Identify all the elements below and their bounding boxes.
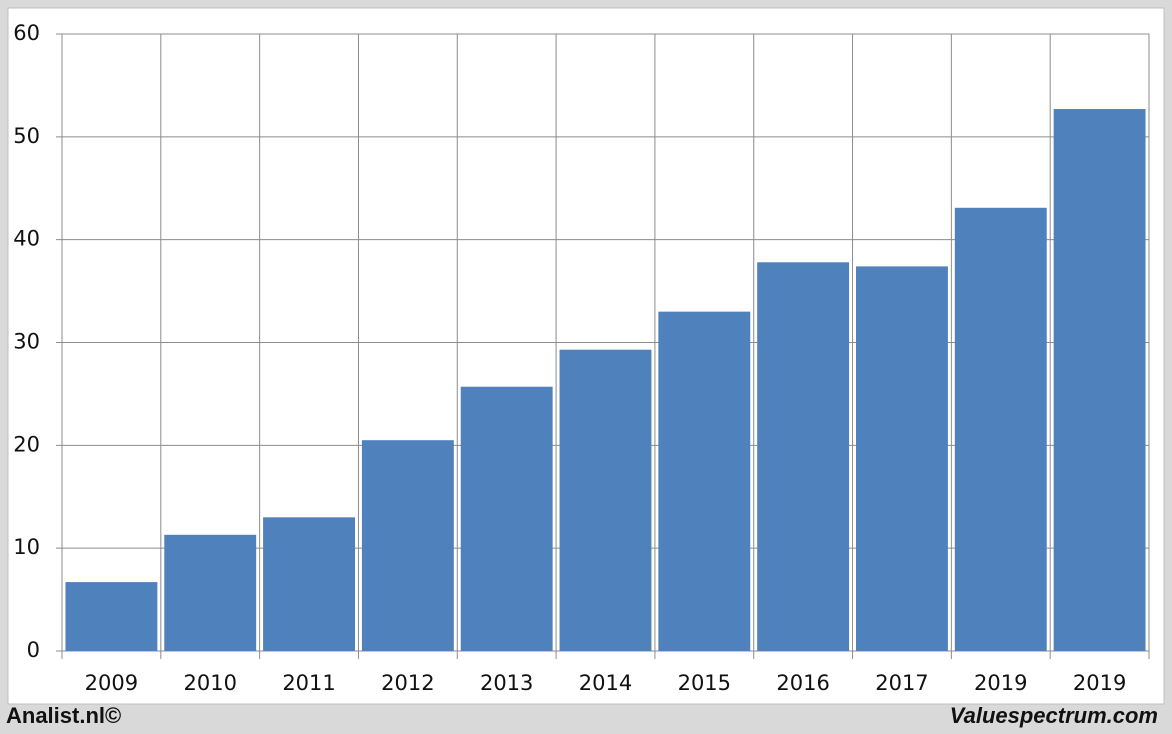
bar: [1053, 109, 1146, 651]
y-tick-label: 50: [13, 124, 40, 148]
footer-right: Valuespectrum.com: [950, 703, 1158, 728]
y-tick-label: 30: [13, 330, 40, 354]
bar: [263, 517, 355, 651]
x-tick-label: 2015: [678, 671, 731, 695]
x-tick-label: 2014: [579, 671, 632, 695]
bar: [658, 311, 751, 651]
x-tick-label: 2011: [282, 671, 335, 695]
x-tick-label: 2012: [381, 671, 434, 695]
x-tick-label: 2013: [480, 671, 533, 695]
x-tick-label: 2016: [776, 671, 829, 695]
bar: [361, 440, 454, 651]
bar: [164, 534, 257, 651]
footer-left: Analist.nl©: [6, 703, 121, 728]
bar: [856, 266, 948, 651]
x-tick-label: 2019: [974, 671, 1027, 695]
bar: [559, 349, 652, 651]
y-tick-label: 60: [13, 21, 40, 45]
x-tick-label: 2019: [1073, 671, 1126, 695]
x-tick-label: 2010: [184, 671, 237, 695]
y-tick-label: 40: [13, 227, 40, 251]
y-tick-label: 10: [13, 535, 40, 559]
x-tick-label: 2017: [875, 671, 928, 695]
bar: [954, 207, 1047, 651]
y-tick-label: 20: [13, 432, 40, 456]
bar: [460, 386, 553, 651]
y-tick-label: 0: [27, 638, 40, 662]
x-tick-label: 2009: [85, 671, 138, 695]
bar: [65, 582, 158, 651]
bar: [757, 262, 850, 651]
